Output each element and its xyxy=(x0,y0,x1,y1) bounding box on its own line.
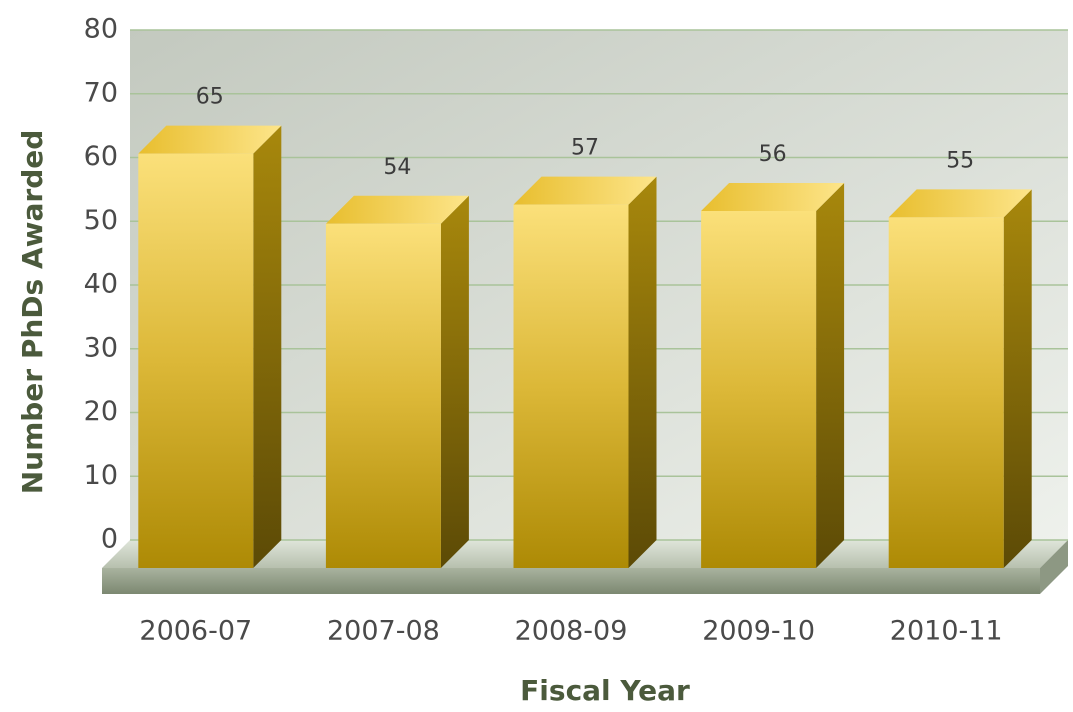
x-tick-label: 2008-09 xyxy=(515,616,628,647)
bar-side xyxy=(816,183,845,568)
bar-group: 56 xyxy=(701,142,845,568)
bar xyxy=(701,211,817,568)
bar-side xyxy=(1003,189,1032,568)
x-tick-label: 2007-08 xyxy=(327,616,440,647)
x-tick-label: 2006-07 xyxy=(139,616,252,647)
bar-top xyxy=(701,183,845,211)
bar-group: 65 xyxy=(138,85,282,568)
y-axis-title: Number PhDs Awarded xyxy=(16,130,49,495)
bar-group: 57 xyxy=(513,136,657,568)
y-tick-label: 70 xyxy=(84,77,118,108)
bar xyxy=(888,217,1004,568)
y-tick-label: 60 xyxy=(84,141,118,172)
bar-top xyxy=(888,189,1032,218)
y-tick-label: 20 xyxy=(84,396,118,427)
bar xyxy=(325,223,441,568)
bar-side xyxy=(628,176,657,568)
y-tick-label: 50 xyxy=(84,205,118,236)
y-tick-label: 80 xyxy=(84,14,118,45)
y-tick-label: 10 xyxy=(84,460,118,491)
data-label: 54 xyxy=(383,155,411,180)
bar-side xyxy=(440,195,469,568)
x-tick-label: 2010-11 xyxy=(890,616,1003,647)
bar-top xyxy=(325,195,469,224)
data-label: 57 xyxy=(571,136,599,161)
y-tick-label: 40 xyxy=(84,269,118,300)
data-label: 55 xyxy=(946,148,974,173)
y-tick-label: 0 xyxy=(101,524,118,555)
bar-top xyxy=(513,176,657,205)
x-tick-label: 2009-10 xyxy=(702,616,815,647)
bar-group: 55 xyxy=(888,148,1032,568)
bar xyxy=(138,153,254,568)
bar xyxy=(513,204,629,568)
bar-side xyxy=(253,125,282,568)
data-label: 56 xyxy=(759,142,787,167)
y-tick-label: 30 xyxy=(84,332,118,363)
x-axis-title: Fiscal Year xyxy=(520,674,690,707)
data-label: 65 xyxy=(196,85,224,110)
bar-top xyxy=(138,125,282,154)
floor-side xyxy=(1040,540,1068,594)
floor-front xyxy=(102,568,1040,594)
bar-group: 54 xyxy=(325,155,469,568)
